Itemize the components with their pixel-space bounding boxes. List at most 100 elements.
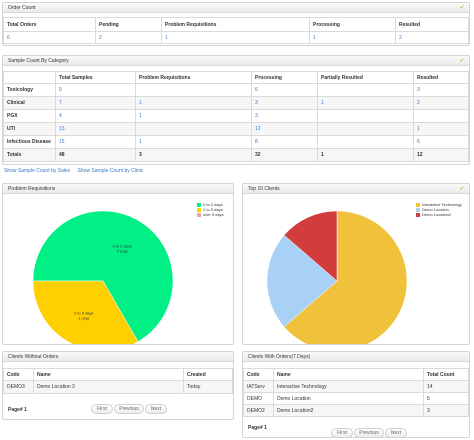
total-samples-value[interactable]: 13 (55, 122, 136, 136)
category-label: Clinical (3, 96, 56, 110)
partial-value[interactable] (317, 109, 414, 123)
resulted-value[interactable]: 1 (413, 122, 469, 136)
header-total-count: Total Count (423, 368, 469, 381)
table-row: DEMO3 Demo Location 3 Today (3, 380, 233, 394)
legend-item[interactable]: Demo Location2 (416, 212, 462, 217)
legend-swatch (197, 202, 201, 207)
legend-swatch (416, 207, 420, 212)
processing-value[interactable]: 8 (251, 135, 318, 149)
client-code: DEMO (243, 392, 274, 405)
pie-slice[interactable] (32, 280, 139, 345)
problem-value[interactable] (135, 122, 252, 136)
legend-item[interactable]: 0 to 2 days (197, 202, 224, 207)
client-count: 5 (423, 392, 469, 405)
problem-value[interactable]: 1 (135, 96, 252, 110)
header-code: Code (3, 368, 34, 381)
slice-count-label: 1 reqs (78, 315, 89, 320)
total-samples-value[interactable]: 15 (55, 135, 136, 149)
processing-value[interactable]: 12 (251, 122, 318, 136)
partial-value[interactable] (317, 122, 414, 136)
next-button[interactable]: Next (385, 428, 407, 437)
totals-problem: 3 (135, 148, 252, 162)
processing-value[interactable]: 3 (251, 109, 318, 123)
category-label: UTI (3, 122, 56, 136)
total-samples-value[interactable]: 9 (55, 83, 136, 97)
header-name: Name (273, 368, 424, 381)
pie-slice[interactable] (32, 210, 174, 342)
header-created: Created (183, 368, 233, 381)
sample-count-header: Sample Count By Category ✓ (3, 56, 469, 66)
partial-value[interactable]: 1 (317, 96, 414, 110)
pending-value[interactable]: 2 (95, 31, 162, 44)
top-clients-title: Top 10 Clients (248, 186, 280, 192)
totals-partial: 1 (317, 148, 414, 162)
sample-count-panel: Sample Count By Category ✓ Total Samples… (2, 55, 470, 165)
chevron-double-icon[interactable]: ✓ (459, 58, 465, 64)
partial-value[interactable] (317, 83, 414, 97)
resulted-value[interactable] (413, 109, 469, 123)
first-button[interactable]: First (331, 428, 353, 437)
legend-item[interactable]: Demo Location (416, 207, 462, 212)
legend-swatch (197, 207, 201, 212)
top-clients-header: Top 10 Clients ✓ (243, 184, 469, 194)
table-row: UTI 13 12 1 (3, 122, 469, 136)
problem-value[interactable] (135, 83, 252, 97)
pie-slice[interactable] (283, 210, 338, 282)
show-by-clinic-link[interactable]: Show Sample Count by Clinic (77, 168, 144, 174)
problem-value[interactable]: 1 (135, 135, 252, 149)
legend-item[interactable]: 2 to 5 days (197, 207, 224, 212)
resulted-value[interactable]: 3 (413, 83, 469, 97)
problem-requisitions-value[interactable]: 1 (161, 31, 310, 44)
category-label: Toxicology (3, 83, 56, 97)
resulted-value[interactable]: 2 (395, 31, 469, 44)
clients-without-orders-table: Code Name Created DEMO3 Demo Location 3 … (3, 368, 233, 394)
order-count-header: Order Count ✓ (3, 3, 469, 13)
total-samples-value[interactable]: 4 (55, 109, 136, 123)
order-count-panel: Order Count ✓ Total Orders Pending Probl… (2, 2, 470, 46)
chevron-double-icon[interactable]: ✓ (459, 186, 465, 192)
header-total-samples: Total Samples (55, 71, 136, 84)
page-label: Page# 1 (8, 407, 27, 413)
processing-value[interactable]: 1 (309, 31, 396, 44)
totals-processing: 32 (251, 148, 318, 162)
partial-value[interactable] (317, 135, 414, 149)
clients-with-orders-panel: Clients With Orders(7 Days) Code Name To… (242, 351, 470, 438)
first-button[interactable]: First (91, 404, 113, 414)
header-partially-resulted: Partially Resulted (317, 71, 414, 84)
clients-without-orders-panel: Clients Without Orders Code Name Created… (2, 351, 234, 420)
processing-value[interactable]: 3 (251, 96, 318, 110)
next-button[interactable]: Next (145, 404, 167, 414)
problem-requisitions-legend: 0 to 2 days 2 to 5 days over 5 days (197, 202, 224, 217)
totals-resulted: 12 (413, 148, 469, 162)
table-row: DEMO Demo Location 5 (243, 392, 469, 405)
legend-item[interactable]: over 5 days (197, 212, 224, 217)
problem-value[interactable]: 1 (135, 109, 252, 123)
pie-slice[interactable] (283, 210, 408, 345)
client-name: Demo Location (273, 392, 424, 405)
client-count: 14 (423, 380, 469, 393)
top-clients-pie (266, 210, 408, 345)
problem-requisitions-header: Problem Requisitions (3, 184, 233, 194)
chevron-double-icon[interactable]: ✓ (459, 5, 465, 11)
previous-button[interactable]: Previous (114, 404, 144, 414)
legend-label: 2 to 5 days (203, 207, 223, 212)
category-label: PGX (3, 109, 56, 123)
total-samples-value[interactable]: 7 (55, 96, 136, 110)
header-resulted: Resulted (395, 17, 469, 32)
client-code: DEMO2 (243, 404, 274, 417)
sample-count-table: Total Samples Problem Requisitions Proce… (3, 71, 469, 162)
page-label: Page# 1 (248, 425, 267, 431)
legend-item[interactable]: Interactive Technology (416, 202, 462, 207)
total-orders-value[interactable]: 6 (3, 31, 96, 44)
problem-requisitions-title: Problem Requisitions (8, 186, 56, 192)
show-by-sales-link[interactable]: Show Sample Count by Sales (4, 168, 71, 174)
top-clients-panel: Top 10 Clients ✓ Interactive Technology D… (242, 183, 470, 345)
resulted-value[interactable]: 2 (413, 96, 469, 110)
pie-slice[interactable] (266, 234, 338, 328)
processing-value[interactable]: 6 (251, 83, 318, 97)
slice-count-label: 2 reqs (117, 249, 128, 254)
client-created: Today (183, 380, 233, 394)
legend-swatch (416, 212, 420, 217)
previous-button[interactable]: Previous (354, 428, 384, 437)
resulted-value[interactable]: 6 (413, 135, 469, 149)
